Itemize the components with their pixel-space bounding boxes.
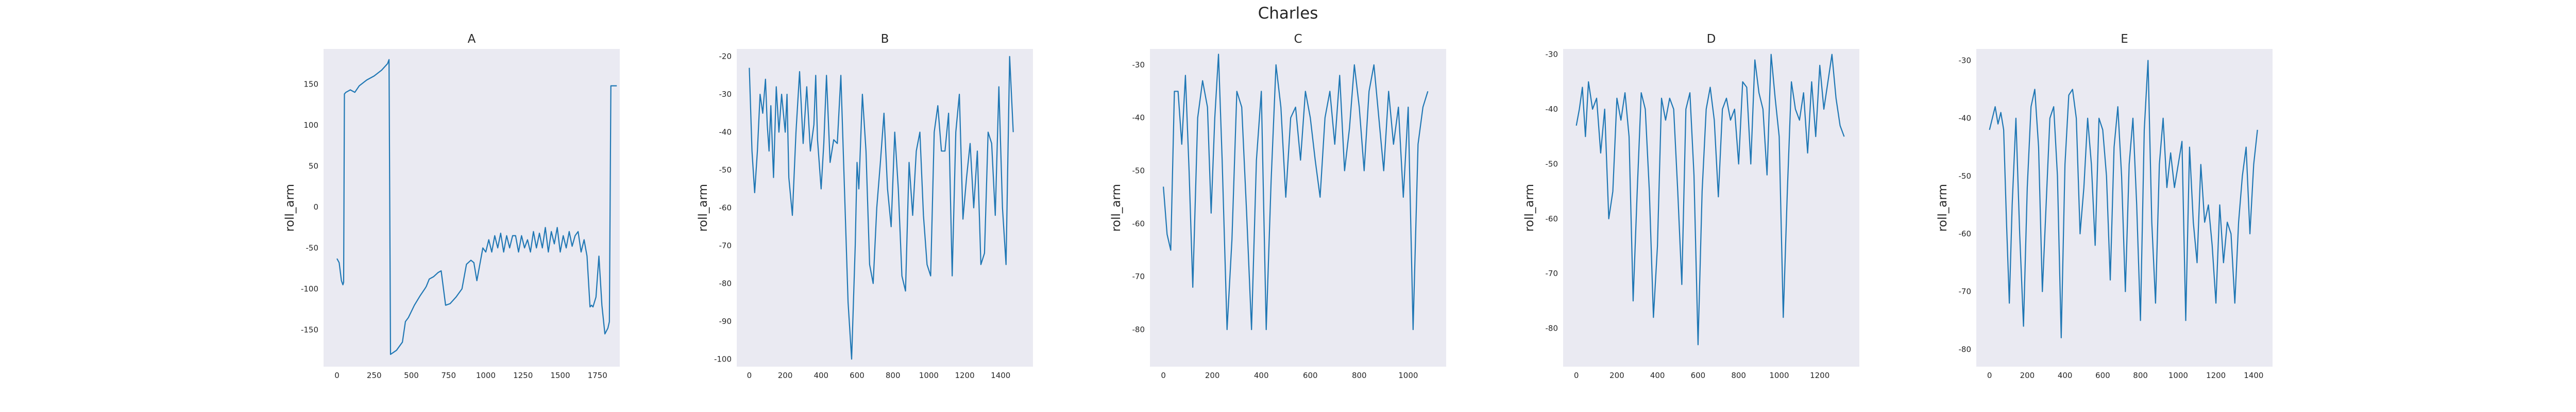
y-tick-label: 50 (309, 161, 318, 170)
x-tick-label: 200 (778, 371, 793, 380)
series-line (1575, 54, 1845, 346)
x-tick-label: 1500 (550, 371, 570, 380)
x-tick-label: 1000 (1769, 371, 1789, 380)
y-axis-label: roll_arm (1523, 184, 1536, 232)
x-tick-label: 200 (1205, 371, 1220, 380)
x-tick-label: 200 (1609, 371, 1624, 380)
series-line (1989, 60, 2258, 338)
x-tick-label: 800 (1731, 371, 1746, 380)
plot-area (1976, 49, 2273, 367)
x-tick-label: 400 (1650, 371, 1665, 380)
x-tick-label: 1750 (588, 371, 607, 380)
y-tick-label: -50 (719, 165, 732, 175)
y-tick-label: -60 (1546, 214, 1558, 224)
x-tick-label: 0 (747, 371, 752, 380)
x-tick-label: 200 (2020, 371, 2035, 380)
x-tick-label: 1200 (2206, 371, 2226, 380)
subplot-title: C (1294, 32, 1302, 46)
x-tick-label: 1200 (1810, 371, 1829, 380)
y-tick-label: -80 (1959, 345, 1972, 354)
y-tick-label: -80 (1132, 325, 1145, 334)
y-tick-label: -30 (1959, 56, 1972, 65)
subplot-title: B (881, 32, 889, 46)
x-tick-label: 1000 (2168, 371, 2188, 380)
y-tick-label: -70 (1546, 269, 1558, 278)
y-axis-label: roll_arm (1936, 184, 1950, 232)
subplot-title: D (1707, 32, 1716, 46)
y-tick-label: -30 (719, 90, 732, 99)
subplot-title: E (2121, 32, 2128, 46)
x-tick-label: 800 (886, 371, 901, 380)
y-axis-label: roll_arm (1110, 184, 1123, 232)
y-tick-label: -40 (719, 128, 732, 137)
y-tick-label: -80 (719, 279, 732, 288)
x-tick-label: 500 (404, 371, 419, 380)
x-tick-label: 1400 (991, 371, 1010, 380)
figure-title: Charles (1258, 4, 1318, 23)
plot-area (324, 49, 620, 367)
x-tick-label: 1400 (2244, 371, 2263, 380)
x-tick-label: 1000 (1398, 371, 1418, 380)
x-tick-label: 0 (1161, 371, 1166, 380)
y-tick-label: -20 (719, 52, 732, 61)
y-tick-label: -150 (301, 325, 318, 334)
y-tick-label: -80 (1546, 324, 1558, 333)
y-tick-label: -50 (1959, 171, 1972, 181)
x-tick-label: 1000 (476, 371, 496, 380)
x-tick-label: 0 (334, 371, 340, 380)
y-tick-label: -70 (1959, 287, 1972, 296)
x-tick-label: 0 (1574, 371, 1579, 380)
y-tick-label: 0 (313, 202, 318, 212)
y-axis-label: roll_arm (283, 184, 297, 232)
plot-area (1150, 49, 1446, 367)
y-tick-label: -100 (714, 354, 732, 364)
x-tick-label: 400 (814, 371, 828, 380)
y-axis-label: roll_arm (697, 184, 710, 232)
y-tick-label: 150 (303, 79, 318, 89)
x-tick-label: 1200 (955, 371, 974, 380)
y-tick-label: -90 (719, 317, 732, 326)
y-tick-label: -30 (1132, 60, 1145, 70)
x-tick-label: 1250 (513, 371, 533, 380)
subplot-title: A (468, 32, 476, 46)
y-tick-label: -50 (1546, 159, 1558, 168)
y-tick-label: -30 (1546, 50, 1558, 59)
y-tick-label: -40 (1546, 105, 1558, 114)
x-tick-label: 600 (2095, 371, 2110, 380)
y-tick-label: -50 (306, 243, 319, 252)
y-tick-label: -60 (719, 203, 732, 213)
x-tick-label: 250 (367, 371, 382, 380)
series-line (1163, 54, 1429, 331)
x-tick-label: 600 (850, 371, 865, 380)
series-line (749, 56, 1014, 360)
y-tick-label: -40 (1959, 114, 1972, 123)
x-tick-label: 800 (1352, 371, 1367, 380)
y-tick-label: -100 (301, 284, 318, 294)
y-tick-label: -40 (1132, 113, 1145, 123)
x-tick-label: 1000 (919, 371, 939, 380)
x-tick-label: 0 (1987, 371, 1992, 380)
y-tick-label: -50 (1132, 166, 1145, 176)
series-line (336, 59, 617, 355)
x-tick-label: 400 (1254, 371, 1269, 380)
x-tick-label: 600 (1691, 371, 1706, 380)
x-tick-label: 600 (1303, 371, 1318, 380)
x-tick-label: 750 (441, 371, 456, 380)
y-tick-label: -60 (1132, 219, 1145, 228)
y-tick-label: -60 (1959, 229, 1972, 238)
y-tick-label: -70 (1132, 272, 1145, 281)
x-tick-label: 400 (2058, 371, 2073, 380)
y-tick-label: -70 (719, 241, 732, 250)
x-tick-label: 800 (2133, 371, 2148, 380)
y-tick-label: 100 (303, 121, 318, 130)
